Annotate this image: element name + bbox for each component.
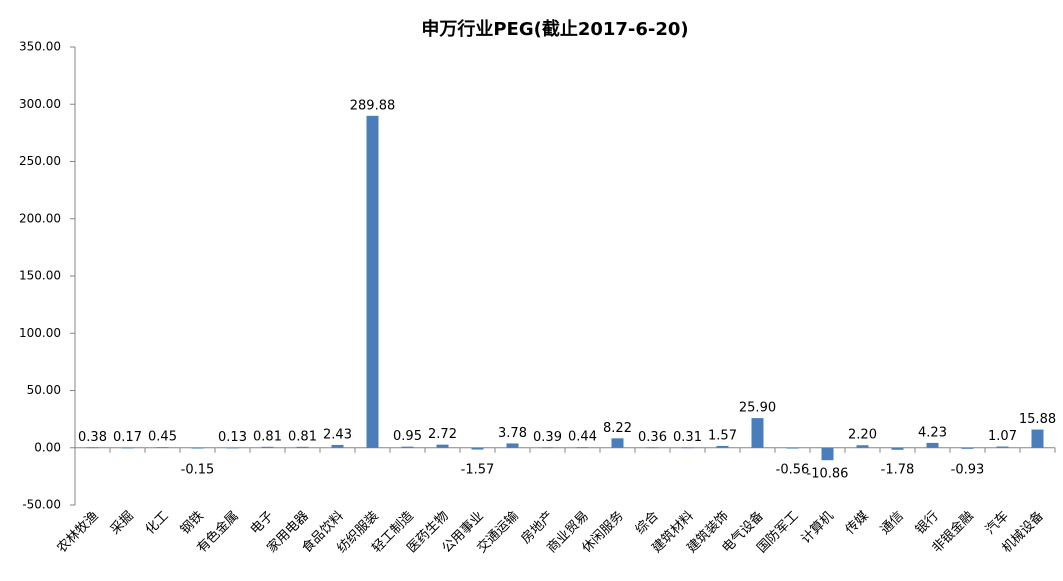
x-tick-label: 采掘	[108, 509, 137, 538]
value-label: 4.23	[918, 425, 947, 440]
y-tick-label: 150.00	[19, 269, 61, 283]
value-label: 0.95	[393, 429, 422, 444]
bar	[1031, 429, 1044, 448]
x-tick-label: 通信	[878, 509, 907, 538]
bar	[926, 442, 939, 448]
bar	[961, 447, 974, 449]
x-tick-label: 汽车	[982, 508, 1012, 538]
y-tick-label: 200.00	[19, 211, 61, 225]
value-label: 0.39	[533, 430, 562, 445]
bar	[611, 438, 624, 448]
y-tick-label: 250.00	[19, 154, 61, 168]
value-label: 25.90	[739, 401, 776, 416]
bar	[121, 447, 134, 449]
bar	[576, 447, 589, 449]
y-tick-label: 50.00	[27, 383, 61, 397]
value-label: 0.13	[218, 430, 247, 445]
bar	[786, 447, 799, 449]
value-label: 0.36	[638, 430, 667, 445]
value-label: 0.31	[673, 430, 702, 445]
x-tick-label: 计算机	[799, 509, 837, 547]
y-tick-label: 300.00	[19, 97, 61, 111]
bar	[401, 446, 414, 448]
value-label: 3.78	[498, 426, 527, 441]
x-tick-label: 农林牧渔	[54, 509, 101, 556]
value-label: 0.45	[148, 430, 177, 445]
bar	[156, 447, 169, 449]
value-label: 289.88	[350, 98, 396, 113]
x-tick-label: 钢铁	[178, 509, 207, 538]
bar	[296, 446, 309, 448]
bar	[366, 115, 379, 448]
value-label: 0.81	[288, 429, 317, 444]
value-label: 1.07	[988, 429, 1017, 444]
value-label: 0.38	[78, 430, 107, 445]
value-label: -1.57	[461, 462, 495, 477]
bar	[331, 444, 344, 448]
value-label: 15.88	[1019, 412, 1056, 427]
bar	[751, 418, 764, 448]
x-tick-label: 电子	[248, 509, 277, 538]
value-label: -0.56	[776, 462, 810, 477]
y-tick-label: 0.00	[34, 440, 61, 454]
value-label: 8.22	[603, 421, 632, 436]
x-tick-label: 化工	[143, 509, 172, 538]
bar	[191, 447, 204, 449]
value-label: -10.86	[807, 467, 849, 482]
bar	[86, 447, 99, 449]
x-tick-label: 传媒	[843, 509, 872, 538]
value-label: 2.20	[848, 428, 877, 443]
bar	[226, 447, 239, 449]
bar	[471, 447, 484, 450]
bar	[681, 447, 694, 449]
bar	[261, 446, 274, 448]
bar	[541, 447, 554, 449]
bar	[821, 447, 834, 461]
value-label: 2.43	[323, 427, 352, 442]
bar	[716, 445, 729, 448]
value-label: -0.93	[951, 462, 985, 477]
bar	[646, 447, 659, 449]
bar	[506, 443, 519, 448]
value-label: -1.78	[881, 462, 915, 477]
chart-title: 申万行业PEG(截止2017-6-20)	[421, 18, 688, 40]
bar	[436, 444, 449, 448]
x-tick-label: 综合	[633, 509, 662, 538]
value-label: 0.44	[568, 430, 597, 445]
bar	[856, 445, 869, 448]
x-tick-label: 银行	[913, 509, 942, 538]
value-label: 0.17	[113, 430, 142, 445]
value-label: 1.57	[708, 428, 737, 443]
y-tick-label: -50.00	[22, 498, 61, 512]
bar	[891, 447, 904, 450]
y-tick-label: 100.00	[19, 326, 61, 340]
value-label: -0.15	[181, 462, 215, 477]
value-label: 0.81	[253, 429, 282, 444]
bar	[996, 446, 1009, 448]
y-tick-label: 350.00	[19, 40, 61, 54]
value-label: 2.72	[428, 427, 457, 442]
